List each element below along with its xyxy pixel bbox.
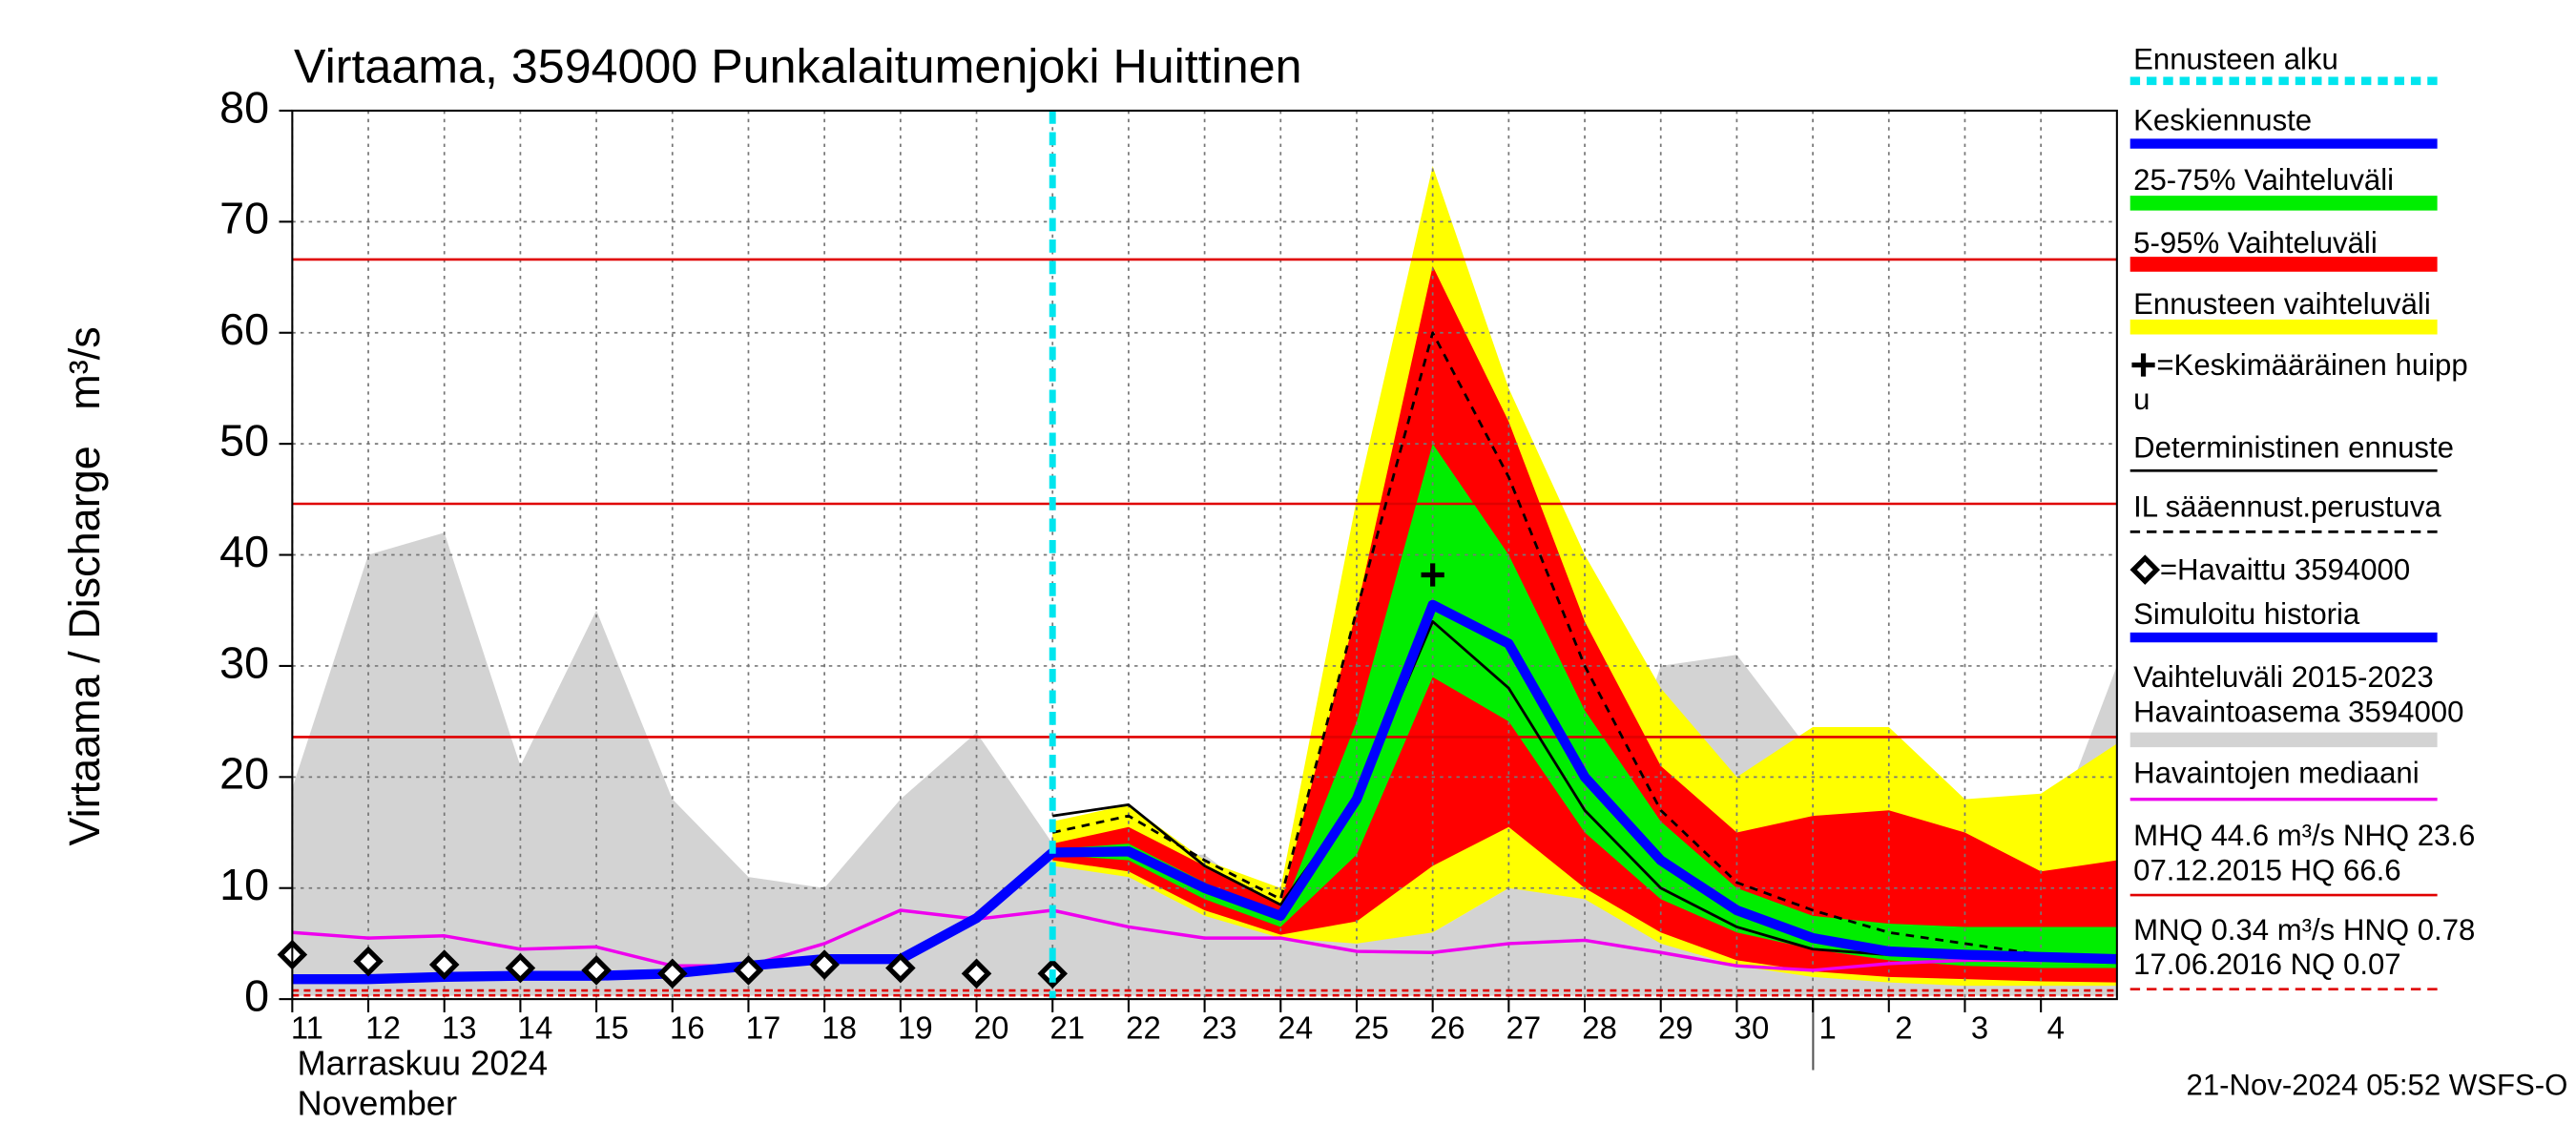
marker (656, 958, 688, 989)
x-tick-label: 11 (291, 1010, 323, 1046)
legend-label: Ennusteen vaihteluväli (2133, 287, 2431, 321)
x-tick-label: 4 (2047, 1010, 2065, 1046)
peak-marker (1421, 563, 1444, 587)
x-tick-label: 25 (1354, 1010, 1389, 1046)
marker (505, 952, 536, 984)
x-tick-label: 27 (1506, 1010, 1542, 1046)
x-tick-label: 28 (1582, 1010, 1617, 1046)
y-tick-label: 0 (244, 970, 269, 1020)
x-tick-label: 30 (1735, 1010, 1770, 1046)
x-tick-label: 22 (1126, 1010, 1161, 1046)
band (1052, 444, 2117, 968)
x-axis-label: November (298, 1083, 458, 1122)
line (1051, 331, 2117, 962)
legend-label: Havaintojen mediaani (2133, 756, 2420, 789)
legend-label: 25-75% Vaihteluväli (2133, 163, 2394, 197)
x-tick-label: 26 (1430, 1010, 1465, 1046)
marker (733, 955, 764, 986)
legend-label: Deterministinen ennuste (2133, 430, 2454, 464)
y-tick-label: 70 (219, 194, 269, 243)
legend-label: 07.12.2015 HQ 66.6 (2133, 854, 2400, 887)
x-tick-label: 21 (1050, 1010, 1086, 1046)
x-tick-label: 1 (1819, 1010, 1837, 1046)
marker (809, 949, 840, 980)
x-tick-label: 23 (1202, 1010, 1237, 1046)
x-tick-label: 14 (518, 1010, 553, 1046)
legend-label: IL sääennust.perustuva (2133, 490, 2441, 524)
x-tick-label: 19 (898, 1010, 933, 1046)
footer: 21-Nov-2024 05:52 WSFS-O (2187, 1069, 2568, 1102)
marker (885, 952, 916, 984)
legend-label: MHQ 44.6 m³/s NHQ 23.6 (2133, 819, 2475, 852)
y-tick-label: 60 (219, 304, 269, 354)
y-tick-label: 40 (219, 527, 269, 576)
x-tick-label: 18 (821, 1010, 857, 1046)
x-tick-label: 16 (670, 1010, 705, 1046)
x-tick-label: 3 (1971, 1010, 1988, 1046)
legend-label: Ennusteen alku (2133, 43, 2338, 76)
legend-label: 5-95% Vaihteluväli (2133, 226, 2378, 260)
legend-label: Simuloitu historia (2133, 597, 2360, 631)
legend-icon (2131, 353, 2155, 377)
x-tick-label: 17 (746, 1010, 781, 1046)
marker (428, 949, 460, 980)
x-tick-label: 13 (442, 1010, 477, 1046)
y-tick-label: 80 (219, 82, 269, 132)
y-tick-label: 30 (219, 637, 269, 687)
line (1052, 599, 2117, 965)
legend-label: Havaintoasema 3594000 (2133, 695, 2463, 728)
x-tick-label: 20 (974, 1010, 1009, 1046)
x-tick-label: 12 (365, 1010, 401, 1046)
line (292, 908, 2117, 972)
x-tick-label: 29 (1658, 1010, 1693, 1046)
x-tick-label: 15 (593, 1010, 629, 1046)
chart-title: Virtaama, 3594000 Punkalaitumenjoki Huit… (294, 40, 1301, 94)
legend-label: MNQ 0.34 m³/s HNQ 0.78 (2133, 913, 2475, 947)
x-tick-label: 24 (1278, 1010, 1314, 1046)
y-tick-label: 20 (219, 749, 269, 799)
legend-label: Keskiennuste (2133, 104, 2312, 137)
x-axis-label: Marraskuu 2024 (298, 1044, 549, 1083)
legend-label: 17.06.2016 NQ 0.07 (2133, 947, 2400, 981)
marker (353, 946, 384, 977)
y-tick-label: 10 (219, 860, 269, 909)
marker (961, 958, 992, 989)
legend-label: =Havaittu 3594000 (2160, 553, 2410, 587)
x-tick-label: 2 (1895, 1010, 1912, 1046)
legend-label: u (2133, 383, 2150, 416)
y-tick-label: 50 (219, 415, 269, 465)
y-axis-label: Virtaama / Discharge m³/s (60, 326, 109, 845)
legend-label: =Keskimääräinen huipp (2156, 348, 2467, 382)
marker (581, 955, 612, 986)
legend-label: Vaihteluväli 2015-2023 (2133, 660, 2434, 694)
legend-icon (2129, 554, 2161, 585)
